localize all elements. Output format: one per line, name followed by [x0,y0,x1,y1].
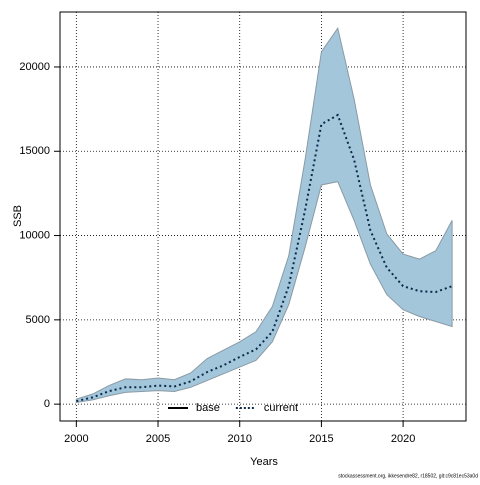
x-axis-label: Years [250,456,278,468]
footer: stockassessment.org, ikkesendre82, r1850… [338,473,478,479]
confidence-band [75,26,453,404]
line [76,113,453,403]
y-tick-label: 0 [44,398,50,410]
y-tick-label: 15000 [19,145,50,157]
x-tick-label: 2015 [309,433,333,445]
x-tick-label: 2000 [64,433,88,445]
plot-frame [59,11,467,422]
y-tick-label: 5000 [26,314,50,326]
y-axis-label: SSB [12,205,24,227]
x-tick-label: 2010 [227,433,251,445]
y-tick-label: 20000 [19,61,50,73]
legend-label: base [196,402,220,414]
y-tick-label: 10000 [19,229,50,241]
x-tick-label: 2005 [146,433,170,445]
x-tick-label: 2020 [391,433,415,445]
legend-label: current [264,402,298,414]
